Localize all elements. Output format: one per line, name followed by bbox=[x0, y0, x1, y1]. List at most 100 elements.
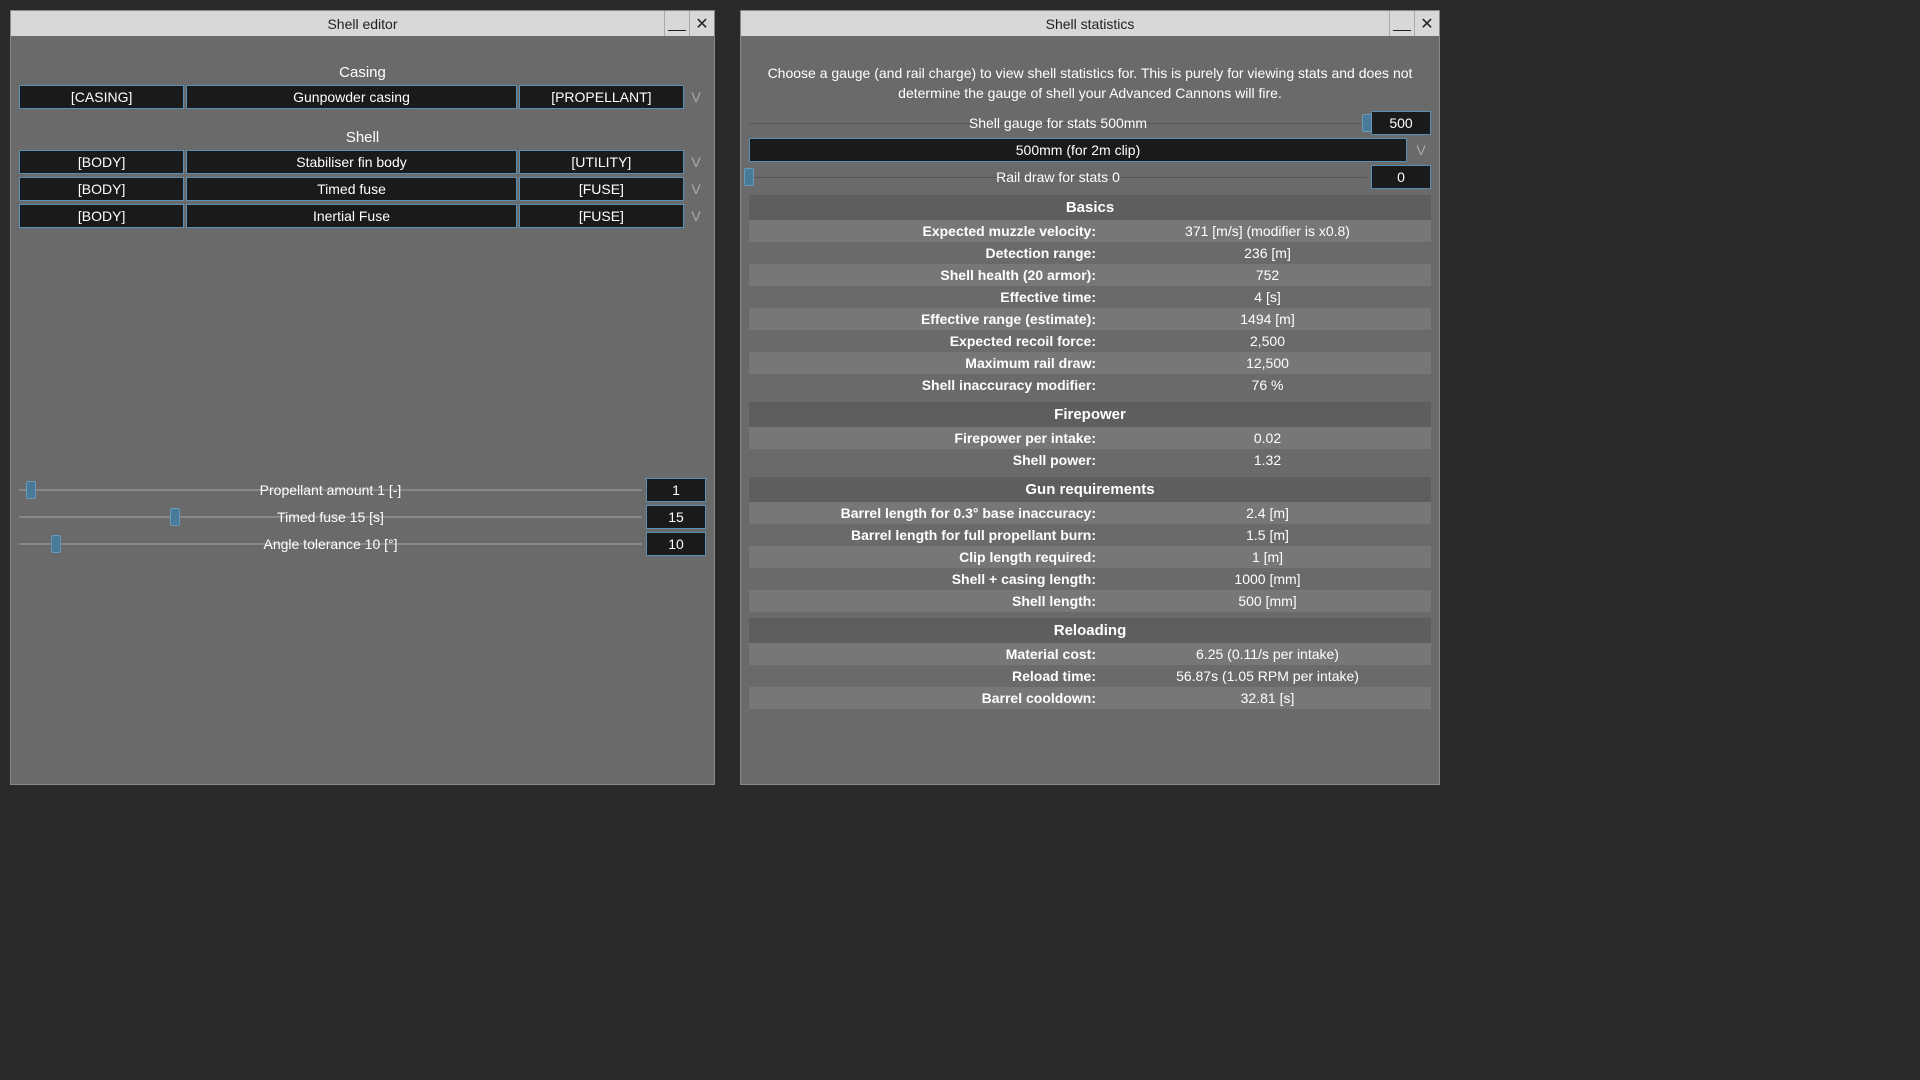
slider-value-input[interactable]: 1 bbox=[646, 478, 706, 502]
slider[interactable]: Angle tolerance 10 [°] bbox=[19, 532, 642, 556]
stats-label: Shell health (20 armor): bbox=[749, 267, 1104, 283]
stats-value: 1000 [mm] bbox=[1104, 571, 1431, 587]
stats-value: 1494 [m] bbox=[1104, 311, 1431, 327]
stats-row: Material cost:6.25 (0.11/s per intake) bbox=[749, 643, 1431, 665]
stats-label: Firepower per intake: bbox=[749, 430, 1104, 446]
casing-tag: [CASING] bbox=[19, 85, 184, 109]
slider-thumb[interactable] bbox=[170, 508, 180, 526]
stats-row: Shell power:1.32 bbox=[749, 449, 1431, 471]
gauge-slider[interactable]: Shell gauge for stats 500mm bbox=[749, 111, 1367, 135]
shell-row[interactable]: [BODY]Timed fuse[FUSE]V bbox=[19, 177, 706, 201]
stats-row: Reload time:56.87s (1.05 RPM per intake) bbox=[749, 665, 1431, 687]
gauge-value-input[interactable]: 500 bbox=[1371, 111, 1431, 135]
shell-type: [UTILITY] bbox=[519, 150, 684, 174]
stats-value: 2,500 bbox=[1104, 333, 1431, 349]
stats-value: 56.87s (1.05 RPM per intake) bbox=[1104, 668, 1431, 684]
shell-type: [FUSE] bbox=[519, 204, 684, 228]
stats-row: Effective time:4 [s] bbox=[749, 286, 1431, 308]
stats-label: Maximum rail draw: bbox=[749, 355, 1104, 371]
shell-expand-icon[interactable]: V bbox=[686, 181, 706, 197]
stats-value: 1 [m] bbox=[1104, 549, 1431, 565]
gauge-cell-row: 500mm (for 2m clip) V bbox=[749, 138, 1431, 162]
stats-section-header: Firepower bbox=[749, 402, 1431, 427]
stats-value: 236 [m] bbox=[1104, 245, 1431, 261]
stats-row: Shell + casing length:1000 [mm] bbox=[749, 568, 1431, 590]
stats-value: 1.5 [m] bbox=[1104, 527, 1431, 543]
shell-row[interactable]: [BODY]Inertial Fuse[FUSE]V bbox=[19, 204, 706, 228]
stats-label: Clip length required: bbox=[749, 549, 1104, 565]
stats-row: Expected recoil force:2,500 bbox=[749, 330, 1431, 352]
slider-thumb[interactable] bbox=[1362, 114, 1372, 132]
stats-label: Shell length: bbox=[749, 593, 1104, 609]
slider-value-input[interactable]: 10 bbox=[646, 532, 706, 556]
shell-tag: [BODY] bbox=[19, 150, 184, 174]
stats-row: Shell inaccuracy modifier:76 % bbox=[749, 374, 1431, 396]
stats-value: 2.4 [m] bbox=[1104, 505, 1431, 521]
editor-titlebar: Shell editor __ ✕ bbox=[11, 11, 714, 36]
stats-label: Effective time: bbox=[749, 289, 1104, 305]
stats-window-controls: __ ✕ bbox=[1389, 11, 1439, 36]
slider-thumb[interactable] bbox=[744, 168, 754, 186]
stats-label: Detection range: bbox=[749, 245, 1104, 261]
stats-label: Expected muzzle velocity: bbox=[749, 223, 1104, 239]
close-button[interactable]: ✕ bbox=[1414, 11, 1439, 36]
stats-label: Shell inaccuracy modifier: bbox=[749, 377, 1104, 393]
stats-row: Expected muzzle velocity:371 [m/s] (modi… bbox=[749, 220, 1431, 242]
shell-name: Timed fuse bbox=[186, 177, 517, 201]
slider-thumb[interactable] bbox=[26, 481, 36, 499]
stats-row: Clip length required:1 [m] bbox=[749, 546, 1431, 568]
slider-row: Propellant amount 1 [-]1 bbox=[19, 478, 706, 502]
stats-row: Shell length:500 [mm] bbox=[749, 590, 1431, 612]
stats-titlebar: Shell statistics __ ✕ bbox=[741, 11, 1439, 36]
editor-title: Shell editor bbox=[327, 16, 397, 32]
stats-value: 371 [m/s] (modifier is x0.8) bbox=[1104, 223, 1431, 239]
stats-row: Effective range (estimate):1494 [m] bbox=[749, 308, 1431, 330]
casing-name: Gunpowder casing bbox=[186, 85, 517, 109]
casing-expand-icon[interactable]: V bbox=[686, 89, 706, 105]
minimize-button[interactable]: __ bbox=[664, 11, 689, 36]
minimize-button[interactable]: __ bbox=[1389, 11, 1414, 36]
stats-value: 6.25 (0.11/s per intake) bbox=[1104, 646, 1431, 662]
stats-row: Detection range:236 [m] bbox=[749, 242, 1431, 264]
stats-label: Shell power: bbox=[749, 452, 1104, 468]
stats-content: Choose a gauge (and rail charge) to view… bbox=[741, 36, 1439, 784]
slider-row: Angle tolerance 10 [°]10 bbox=[19, 532, 706, 556]
stats-label: Expected recoil force: bbox=[749, 333, 1104, 349]
close-button[interactable]: ✕ bbox=[689, 11, 714, 36]
slider-value-input[interactable]: 15 bbox=[646, 505, 706, 529]
gauge-cell[interactable]: 500mm (for 2m clip) bbox=[749, 138, 1407, 162]
stats-row: Barrel length for 0.3° base inaccuracy:2… bbox=[749, 502, 1431, 524]
shell-expand-icon[interactable]: V bbox=[686, 208, 706, 224]
editor-window-controls: __ ✕ bbox=[664, 11, 714, 36]
shell-name: Stabiliser fin body bbox=[186, 150, 517, 174]
slider-thumb[interactable] bbox=[51, 535, 61, 553]
rail-value-input[interactable]: 0 bbox=[1371, 165, 1431, 189]
stats-section-header: Basics bbox=[749, 195, 1431, 220]
shell-row[interactable]: [BODY]Stabiliser fin body[UTILITY]V bbox=[19, 150, 706, 174]
stats-title: Shell statistics bbox=[1046, 16, 1135, 32]
stats-value: 4 [s] bbox=[1104, 289, 1431, 305]
stats-value: 12,500 bbox=[1104, 355, 1431, 371]
stats-label: Barrel cooldown: bbox=[749, 690, 1104, 706]
shell-tag: [BODY] bbox=[19, 204, 184, 228]
stats-value: 1.32 bbox=[1104, 452, 1431, 468]
stats-value: 500 [mm] bbox=[1104, 593, 1431, 609]
slider-row: Timed fuse 15 [s]15 bbox=[19, 505, 706, 529]
rail-slider[interactable]: Rail draw for stats 0 bbox=[749, 165, 1367, 189]
stats-label: Barrel length for 0.3° base inaccuracy: bbox=[749, 505, 1104, 521]
shell-expand-icon[interactable]: V bbox=[686, 154, 706, 170]
stats-value: 0.02 bbox=[1104, 430, 1431, 446]
casing-row[interactable]: [CASING] Gunpowder casing [PROPELLANT] V bbox=[19, 85, 706, 109]
stats-value: 32.81 [s] bbox=[1104, 690, 1431, 706]
slider[interactable]: Propellant amount 1 [-] bbox=[19, 478, 642, 502]
stats-label: Material cost: bbox=[749, 646, 1104, 662]
shell-editor-window: Shell editor __ ✕ Casing [CASING] Gunpow… bbox=[10, 10, 715, 785]
stats-row: Barrel cooldown:32.81 [s] bbox=[749, 687, 1431, 709]
rail-slider-row: Rail draw for stats 0 0 bbox=[749, 165, 1431, 189]
stats-label: Barrel length for full propellant burn: bbox=[749, 527, 1104, 543]
stats-row: Shell health (20 armor):752 bbox=[749, 264, 1431, 286]
gauge-expand-icon[interactable]: V bbox=[1411, 142, 1431, 158]
gauge-slider-row: Shell gauge for stats 500mm 500 bbox=[749, 111, 1431, 135]
slider[interactable]: Timed fuse 15 [s] bbox=[19, 505, 642, 529]
casing-type: [PROPELLANT] bbox=[519, 85, 684, 109]
